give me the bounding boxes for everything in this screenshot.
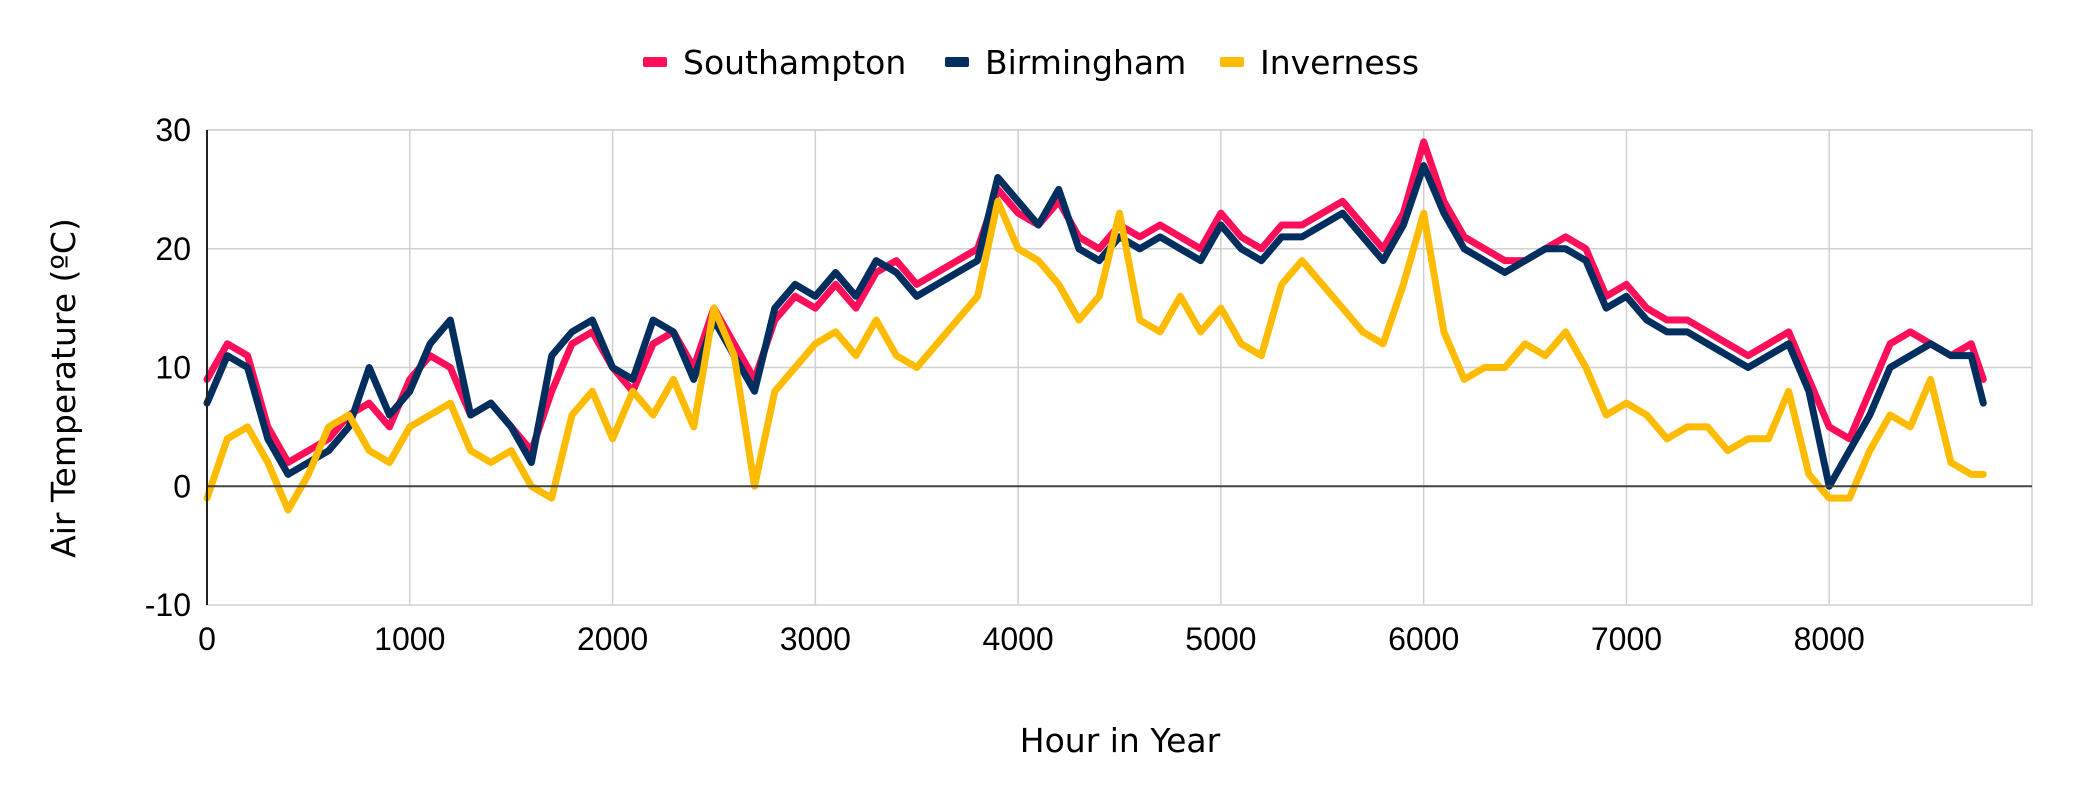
x-tick-label: 7000 [1591,621,1662,657]
legend-label: Birmingham [985,43,1186,82]
legend-item-birmingham: Birmingham [945,43,1186,82]
legend-label: Inverness [1260,43,1419,82]
y-tick-label: 0 [173,468,191,504]
legend-label: Southampton [683,43,906,82]
y-tick-label: -10 [145,587,191,623]
x-tick-label: 1000 [374,621,445,657]
y-tick-label: 10 [155,350,191,386]
y-tick-label: 20 [155,231,191,267]
y-axis-title: Air Temperature (ºC) [44,218,83,558]
legend-swatch [643,57,667,67]
legend: Southampton Birmingham Inverness [643,43,1419,82]
x-tick-label: 3000 [780,621,851,657]
legend-item-inverness: Inverness [1220,43,1419,82]
x-axis-title: Hour in Year [1020,721,1221,760]
x-tick-label: 8000 [1794,621,1865,657]
series-line-inverness [203,197,1987,514]
series-lines [203,138,1987,514]
x-tick-label: 6000 [1388,621,1459,657]
x-tick-label: 5000 [1185,621,1256,657]
y-tick-label: 30 [155,112,191,148]
x-tick-label: 2000 [577,621,648,657]
legend-swatch [1220,57,1244,67]
x-tick-label: 0 [198,621,216,657]
legend-swatch [945,57,969,67]
x-tick-label: 4000 [983,621,1054,657]
legend-item-southampton: Southampton [643,43,906,82]
series-line-birmingham [203,162,1987,490]
